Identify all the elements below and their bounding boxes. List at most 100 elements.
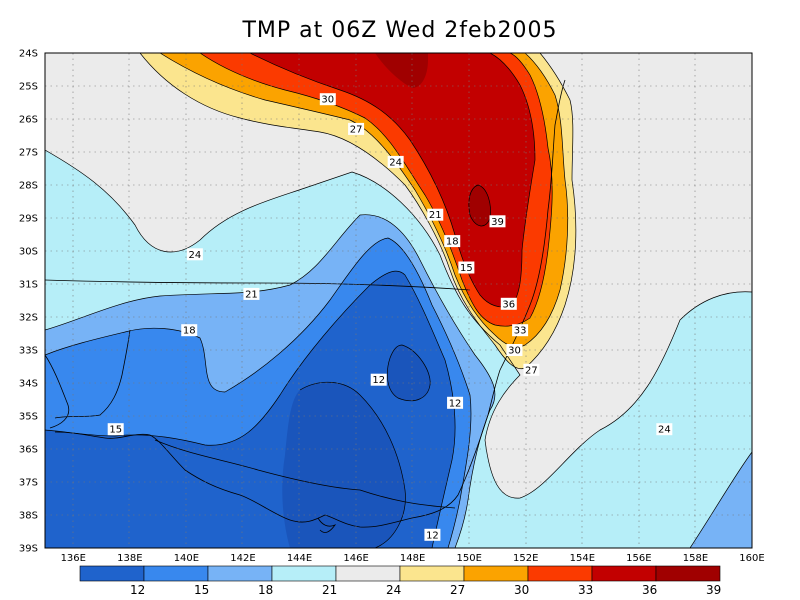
- lon-tick-label: 142E: [230, 553, 255, 564]
- band-above-39-a: [375, 53, 428, 88]
- contour-label-text: 24: [189, 250, 202, 261]
- contour-label-bg: [348, 122, 365, 135]
- lon-tick-label: 154E: [570, 553, 595, 564]
- contour-label: 27: [523, 363, 540, 376]
- contour-label-bg: [506, 344, 523, 356]
- contour-label-text: 15: [460, 263, 473, 274]
- contour-label: 15: [107, 423, 124, 436]
- lat-tick-label: 26S: [19, 115, 38, 126]
- contour-label-text: 18: [446, 237, 459, 248]
- contour-label-text: 27: [350, 124, 363, 135]
- contour-label: 36: [500, 297, 517, 310]
- lon-tick-label: 136E: [61, 553, 86, 564]
- contour-fills: [45, 53, 752, 548]
- colorbar-swatch: [655, 565, 721, 582]
- contour-label: 33: [512, 324, 529, 337]
- contour-label-bg: [243, 287, 260, 300]
- contour-line: [299, 381, 406, 548]
- coastline-gulf: [54, 431, 151, 439]
- contour-label: 24: [656, 423, 673, 436]
- coastline-west: [45, 354, 70, 429]
- contour-label-bg: [186, 248, 203, 261]
- contour-label: 15: [458, 261, 475, 274]
- contour-label-text: 12: [449, 398, 462, 409]
- contour-label: 24: [186, 248, 203, 261]
- contour-label-text: 18: [183, 326, 196, 337]
- lon-tick-label: 160E: [739, 553, 764, 564]
- colorbar-label: 12: [130, 583, 145, 597]
- contour-line: [199, 53, 553, 327]
- lon-tick-label: 144E: [287, 553, 312, 564]
- contour-label-text: 36: [502, 299, 515, 310]
- contour-line: [45, 214, 496, 548]
- contour-line: [45, 149, 752, 499]
- lat-tick-label: 24S: [19, 49, 38, 60]
- contour-label-bg: [489, 215, 506, 228]
- contour-line: [45, 237, 472, 548]
- coastline-inlet: [317, 517, 337, 533]
- colorbar-swatch: [527, 565, 593, 582]
- contour-label: 24: [387, 155, 404, 168]
- lon-tick-label: 152E: [513, 553, 538, 564]
- contour-label: 12: [370, 373, 387, 386]
- lon-tick-label: 138E: [117, 553, 142, 564]
- contour-label-text: 21: [429, 210, 442, 221]
- contour-label-text: 27: [525, 365, 538, 376]
- contour-label: 30: [319, 93, 336, 106]
- colorbar-swatch: [271, 565, 337, 582]
- lat-tick-label: 30S: [19, 247, 38, 258]
- lat-tick-label: 35S: [19, 412, 38, 423]
- contour-label-bg: [181, 324, 198, 337]
- chart-title: TMP at 06Z Wed 2feb2005: [242, 18, 558, 43]
- contour-label-text: 24: [658, 425, 671, 436]
- contour-line: [139, 53, 577, 370]
- contour-label: 27: [348, 122, 365, 135]
- lat-tick-label: 36S: [19, 445, 38, 456]
- contour-label: 39: [489, 215, 506, 228]
- contour-label-bg: [523, 363, 540, 376]
- colorbar-swatch: [79, 565, 145, 582]
- contour-label-bg: [656, 423, 673, 436]
- contour-label-bg: [444, 235, 461, 248]
- lon-tick-label: 140E: [174, 553, 199, 564]
- contour-line: [468, 184, 491, 227]
- colorbar-label: 18: [258, 583, 273, 597]
- contour-label-text: 21: [245, 289, 258, 300]
- plot-frame: [44, 52, 753, 549]
- colorbar-label: 39: [706, 583, 721, 597]
- contour-label: 12: [447, 396, 464, 409]
- coastline-south: [149, 434, 413, 528]
- colorbar-swatch: [207, 565, 273, 582]
- colorbar-label: 33: [578, 583, 593, 597]
- lat-tick-label: 27S: [19, 148, 38, 159]
- band-above-39-b: [468, 185, 491, 226]
- contour-label-text: 24: [389, 157, 402, 168]
- contour-line: [45, 270, 456, 548]
- lat-tick-label: 31S: [19, 280, 38, 291]
- band-36-39: [250, 53, 535, 307]
- contour-label: 12: [424, 528, 441, 541]
- contour-line: [249, 53, 536, 308]
- state-border-nsw-vic: [154, 439, 456, 509]
- lat-tick-label: 25S: [19, 82, 38, 93]
- band-below-12-a: [282, 382, 406, 548]
- contour-label-bg: [387, 155, 404, 168]
- colorbar: 12 15 18 21 24 27 30 33 36 39: [79, 565, 721, 597]
- colorbar-label: 21: [322, 583, 337, 597]
- contour-label: 21: [243, 287, 260, 300]
- grid: [45, 53, 752, 548]
- contour-line: [386, 344, 431, 402]
- contour-label-text: 12: [372, 375, 385, 386]
- contour-label-bg: [424, 528, 441, 541]
- state-border-qld-nsw: [45, 279, 471, 291]
- contour-line: [159, 53, 569, 348]
- colorbar-label: 36: [642, 583, 657, 597]
- lon-tick-label: 150E: [456, 553, 481, 564]
- lon-tick-label: 146E: [343, 553, 368, 564]
- lat-tick-label: 38S: [19, 511, 38, 522]
- colorbar-label: 30: [514, 583, 529, 597]
- contour-label-text: 15: [109, 425, 122, 436]
- contour-label-text: 12: [426, 530, 439, 541]
- colorbar-label: 24: [386, 583, 401, 597]
- contour-label-bg: [319, 93, 336, 106]
